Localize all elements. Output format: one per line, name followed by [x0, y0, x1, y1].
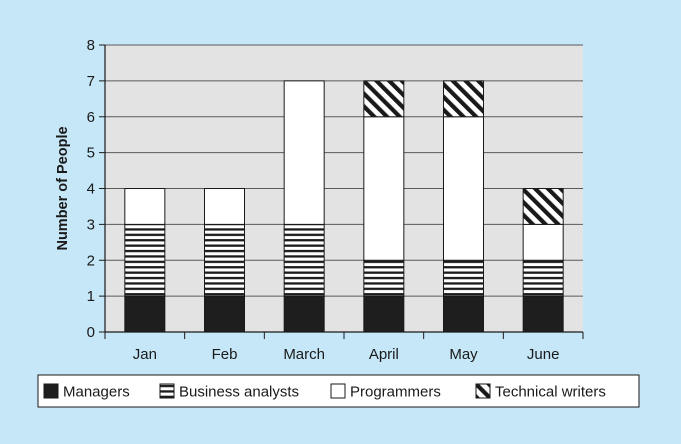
bar-segment-programmers-march — [283, 80, 325, 225]
bar-segment-managers-june — [522, 295, 564, 333]
y-tick-label: 7 — [87, 73, 95, 90]
blank-icon — [330, 383, 346, 399]
x-tick-label: Jan — [133, 346, 157, 363]
bar-segment-business-analysts-march — [283, 223, 325, 297]
y-tick-label: 8 — [87, 37, 95, 54]
bar-segment-managers-april — [363, 295, 405, 333]
bar-segment-technical-writers-april — [363, 80, 405, 118]
bar-segment-business-analysts-jan — [124, 223, 166, 297]
y-tick-label: 3 — [87, 216, 95, 233]
y-tick-label: 0 — [87, 324, 95, 341]
x-tick-label: May — [449, 346, 478, 363]
bar-segment-business-analysts-feb — [204, 223, 245, 297]
bar-segment-business-analysts-april — [363, 259, 405, 297]
solid-fill-icon — [43, 383, 59, 399]
y-tick-label: 6 — [87, 109, 95, 126]
bar-segment-managers-feb — [204, 295, 245, 333]
bar-segment-programmers-june — [522, 223, 564, 261]
y-tick-label: 5 — [87, 145, 95, 162]
bar-segment-managers-may — [443, 295, 484, 333]
y-tick-label: 4 — [87, 181, 95, 198]
diagonal-hatch-icon — [475, 383, 491, 399]
bar-segment-programmers-may — [443, 116, 484, 261]
x-tick-label: Feb — [212, 346, 238, 363]
bar-segment-business-analysts-june — [522, 259, 564, 297]
legend-label-managers: Managers — [63, 384, 130, 401]
bar-segment-programmers-april — [363, 116, 405, 261]
y-tick-label: 2 — [87, 252, 95, 269]
bar-segment-managers-jan — [124, 295, 166, 333]
horizontal-stripe-icon — [159, 383, 175, 399]
bar-segment-business-analysts-may — [443, 259, 484, 297]
bar-segment-programmers-jan — [124, 188, 166, 225]
x-tick-label: April — [369, 346, 399, 363]
y-tick-label: 1 — [87, 288, 95, 305]
legend-label-business-analysts: Business analysts — [179, 384, 299, 401]
bar-segment-technical-writers-june — [522, 188, 564, 225]
bar-segment-managers-march — [283, 295, 325, 333]
bar-segment-programmers-feb — [204, 188, 245, 225]
legend-label-programmers: Programmers — [350, 384, 441, 401]
bar-segment-technical-writers-may — [443, 80, 484, 118]
x-tick-label: June — [527, 346, 560, 363]
y-axis-title: Number of People — [55, 126, 71, 250]
x-tick-label: March — [283, 346, 325, 363]
legend-label-technical-writers: Technical writers — [495, 384, 606, 401]
